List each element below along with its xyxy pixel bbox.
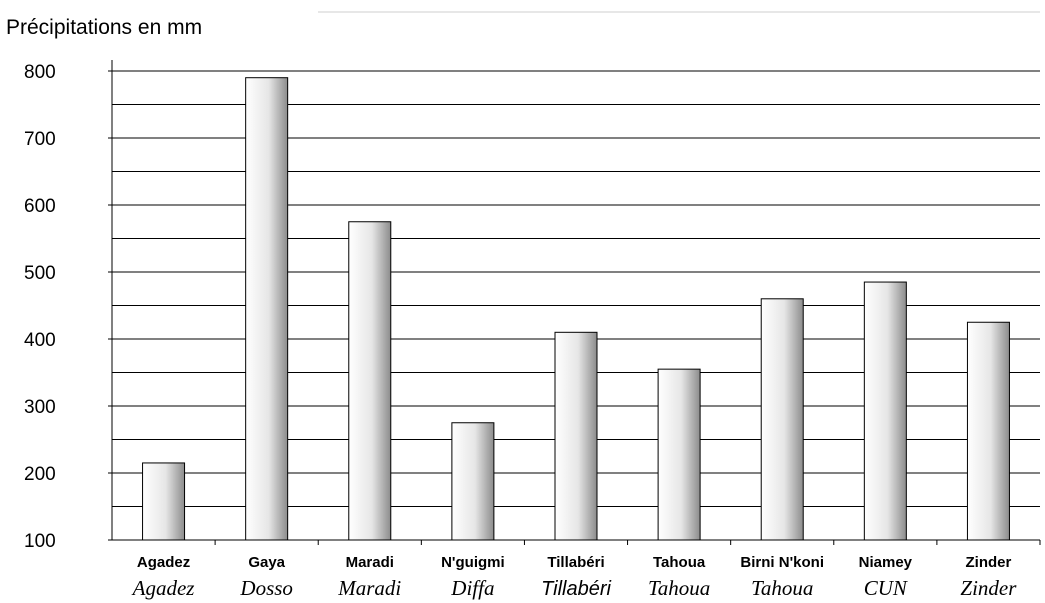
station-label: Agadez	[137, 554, 190, 571]
y-tick-label: 300	[24, 397, 56, 418]
bar	[760, 298, 804, 541]
region-label: Tahoua	[751, 576, 813, 600]
station-label: Birni N'koni	[740, 554, 824, 571]
bars	[142, 77, 1010, 541]
region-label: Dosso	[239, 576, 293, 600]
region-label: Diffa	[450, 576, 494, 600]
y-tick-label: 400	[24, 330, 56, 351]
bar	[348, 221, 392, 541]
bar	[245, 77, 289, 541]
region-label: Tahoua	[648, 576, 710, 600]
station-label: Tahoua	[653, 554, 706, 571]
region-label: Zinder	[960, 576, 1017, 600]
bar	[451, 422, 495, 541]
station-label: Tillabéri	[547, 554, 604, 571]
station-label: Niamey	[859, 554, 913, 571]
x-category-labels: Agadez Agadez Gaya Dosso Maradi Maradi N'guigm…	[131, 540, 1041, 600]
bar	[863, 281, 907, 541]
region-label: CUN	[864, 576, 908, 600]
y-tick-label: 800	[24, 62, 56, 83]
region-label: Tillabéri	[541, 578, 611, 600]
y-tick-label: 200	[24, 464, 56, 485]
station-label: Gaya	[248, 554, 285, 571]
station-label: Zinder	[966, 554, 1012, 571]
y-tick-label: 600	[24, 196, 56, 217]
bar	[966, 321, 1010, 541]
y-tick-labels: 100 200 300 400 500 600 700 800	[24, 62, 112, 552]
y-tick-label: 100	[24, 531, 56, 552]
region-label: Maradi	[337, 576, 401, 600]
bar	[554, 331, 598, 541]
bar	[657, 368, 701, 541]
bar	[142, 462, 186, 541]
y-tick-label: 500	[24, 263, 56, 284]
region-label: Agadez	[131, 576, 195, 600]
y-tick-label: 700	[24, 129, 56, 150]
station-label: Maradi	[346, 554, 394, 571]
station-label: N'guigmi	[441, 554, 505, 571]
y-axis-title: Précipitations en mm	[6, 16, 202, 39]
